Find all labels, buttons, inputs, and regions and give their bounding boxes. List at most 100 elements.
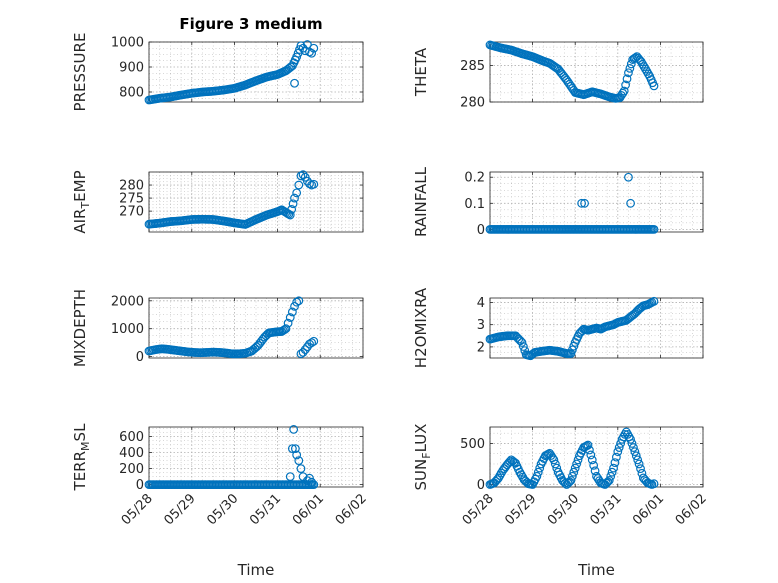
data-point xyxy=(292,450,302,460)
y-tick-label: 0.1 xyxy=(464,197,485,212)
axes-box xyxy=(489,426,704,488)
data-point xyxy=(309,43,319,53)
data-point xyxy=(287,307,297,317)
data-point xyxy=(285,313,295,322)
data-point xyxy=(300,345,310,355)
y-axis-label: TERRMSL xyxy=(71,423,92,492)
data-point xyxy=(569,467,579,477)
data-point xyxy=(307,338,317,348)
data-point xyxy=(307,477,317,487)
x-tick-label: 05/30 xyxy=(204,491,241,528)
data-point xyxy=(606,471,616,481)
data-point xyxy=(636,464,645,474)
data-point xyxy=(563,478,573,488)
data-point xyxy=(649,479,659,489)
data-point xyxy=(611,452,621,462)
data-point xyxy=(285,210,295,220)
data-point xyxy=(627,439,637,448)
axes-box xyxy=(489,41,704,103)
subplot-sun-flux: 0 500 05/28 05/29 05/30 05/31 06/01 06/02 SUNFLU… xyxy=(412,424,710,579)
y-axis-label: RAINFALL xyxy=(412,166,430,237)
data-point xyxy=(549,455,559,465)
data-series xyxy=(485,427,659,489)
data-point xyxy=(567,471,577,481)
y-tick-label: 2000 xyxy=(111,294,144,309)
data-point xyxy=(560,478,570,488)
x-tick-label: 05/28 xyxy=(119,491,156,528)
data-point xyxy=(618,88,628,98)
data-point xyxy=(626,198,635,208)
data-point xyxy=(285,472,295,482)
data-point xyxy=(287,204,297,214)
data-point xyxy=(587,455,597,465)
data-point xyxy=(298,170,308,180)
y-tick-label: 0.2 xyxy=(464,171,485,186)
figure-title: Figure 3 medium xyxy=(179,15,322,33)
y-tick-label: 1000 xyxy=(111,322,144,337)
y-axis-label: PRESSURE xyxy=(71,33,89,112)
data-point xyxy=(280,325,289,335)
data-point xyxy=(649,81,659,91)
data-point xyxy=(585,445,594,455)
data-point xyxy=(610,458,620,468)
y-tick-label: 800 xyxy=(119,86,144,101)
x-tick-label: 05/31 xyxy=(588,491,625,528)
data-point xyxy=(614,443,624,452)
data-point xyxy=(583,440,593,450)
y-tick-label: 285 xyxy=(460,59,485,74)
x-tick-label: 06/01 xyxy=(290,491,327,528)
x-tick-label: 05/30 xyxy=(545,491,582,528)
data-point xyxy=(621,80,631,90)
data-point xyxy=(508,456,518,466)
data-point xyxy=(294,456,304,466)
data-point xyxy=(604,476,614,485)
data-point xyxy=(565,477,574,487)
data-point xyxy=(545,448,555,458)
data-point xyxy=(294,296,304,306)
data-series xyxy=(485,172,659,234)
data-point xyxy=(283,318,293,328)
y-axis-label: THETA xyxy=(412,47,430,97)
data-point xyxy=(613,447,623,457)
data-point xyxy=(294,180,304,190)
data-point xyxy=(625,63,635,73)
data-point xyxy=(609,463,618,473)
y-tick-label: 500 xyxy=(460,437,485,452)
data-point xyxy=(570,463,580,473)
data-point xyxy=(298,348,308,357)
x-tick-label: 05/31 xyxy=(247,491,284,528)
y-tick-label: 900 xyxy=(119,61,144,76)
y-axis-label: AIRTEMP xyxy=(71,170,92,233)
axes-box xyxy=(148,297,364,359)
x-axis-label: Time xyxy=(237,561,275,579)
x-tick-label: 05/29 xyxy=(502,491,539,528)
plot-area xyxy=(149,427,363,487)
data-series xyxy=(144,296,319,359)
data-point xyxy=(624,68,633,78)
y-tick-label: 3 xyxy=(477,318,485,333)
data-series xyxy=(144,170,319,229)
data-point xyxy=(290,301,299,311)
data-series xyxy=(144,425,319,490)
data-point xyxy=(533,467,543,477)
data-point xyxy=(589,460,599,470)
data-point xyxy=(290,78,299,88)
x-tick-label: 05/29 xyxy=(162,491,199,528)
y-tick-label: 200 xyxy=(119,462,144,477)
data-point xyxy=(633,455,643,465)
x-axis-label: Time xyxy=(577,561,615,579)
data-point xyxy=(624,172,633,182)
data-point xyxy=(287,444,297,454)
data-point xyxy=(309,480,319,490)
data-point xyxy=(288,199,298,209)
y-tick-label: 280 xyxy=(119,179,144,194)
subplot-pressure: 800 900 1000 PRESSURE xyxy=(71,33,364,112)
data-series xyxy=(485,40,659,103)
subplot-rainfall: 0 0.1 0.2 RAINFALL xyxy=(412,166,704,238)
data-point xyxy=(546,451,556,460)
data-point xyxy=(567,345,577,355)
y-axis-label: H2OMIXRA xyxy=(412,287,430,368)
data-point xyxy=(615,93,625,103)
